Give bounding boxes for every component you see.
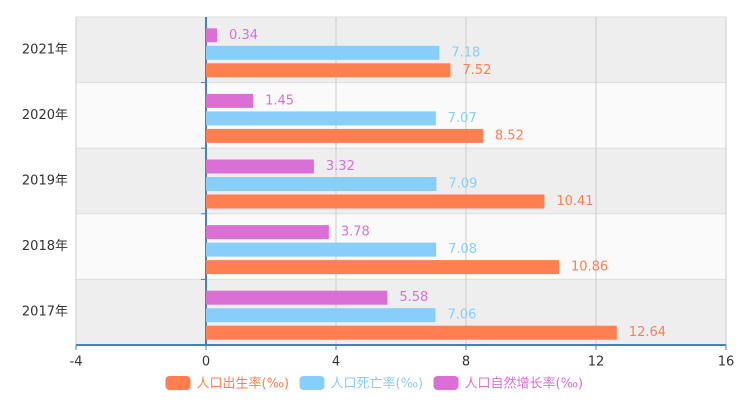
bar [206,225,329,240]
value-label: 10.41 [556,194,593,209]
x-tick-label: 12 [588,355,605,370]
y-tick-label: 2021年 [22,42,68,57]
value-label: 1.45 [265,93,294,108]
x-tick-label: -4 [70,355,83,370]
bar [206,260,559,275]
y-tick-label: 2018年 [22,239,68,254]
y-tick-label: 2017年 [22,305,68,320]
value-label: 7.07 [448,111,477,126]
legend-label: 人口死亡率(‰) [331,376,424,392]
bar [206,128,483,143]
bar [206,290,388,305]
value-label: 10.86 [571,260,608,275]
bar [206,325,617,340]
bar [206,111,436,126]
bar [206,63,451,78]
value-label: 7.06 [447,308,476,323]
bar [206,45,440,60]
legend-swatch [433,376,459,390]
value-label: 12.64 [629,325,666,340]
value-label: 7.18 [451,45,480,60]
bar [206,177,437,191]
value-label: 7.08 [448,242,477,257]
value-label: 3.32 [326,159,355,174]
value-label: 5.58 [399,290,428,305]
value-label: 7.09 [448,177,477,192]
bar [206,308,436,323]
legend-label: 人口自然增长率(‰) [465,376,584,392]
y-tick-label: 2019年 [22,174,68,189]
bar [206,194,545,209]
bar [206,159,314,174]
value-label: 0.34 [229,28,258,43]
y-tick-label: 2020年 [22,108,68,123]
value-label: 7.52 [462,63,491,78]
legend-swatch [165,376,191,390]
value-label: 3.78 [341,225,370,240]
x-tick-label: 4 [332,355,340,370]
bar [206,93,254,108]
x-tick-label: 8 [462,355,470,370]
legend-label: 人口出生率(‰) [197,376,290,392]
bar [206,242,437,257]
x-tick-label: 0 [202,355,210,370]
bar [206,28,218,43]
legend-swatch [299,376,325,390]
value-label: 8.52 [495,128,524,143]
x-tick-label: 16 [718,355,735,370]
